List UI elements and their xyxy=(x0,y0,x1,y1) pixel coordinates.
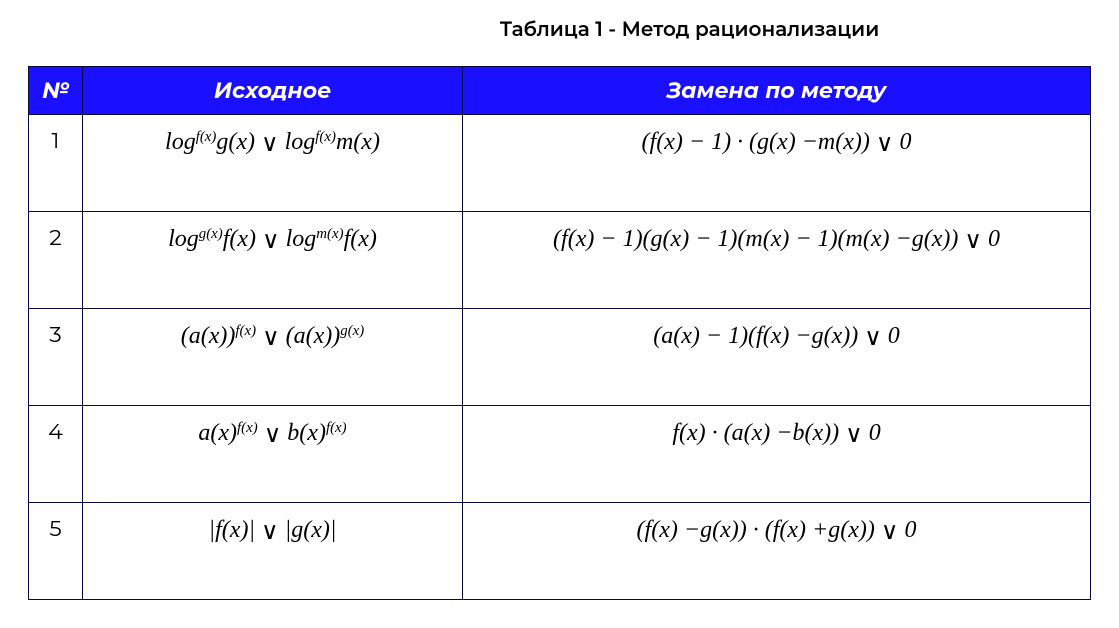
replace-expr: (a(x) − 1)(f(x) − g(x)) ∨ 0 xyxy=(475,313,1078,411)
replace-expr: (f(x) − 1)(g(x) − 1)(m(x) − 1)(m(x) − g(… xyxy=(475,216,1078,314)
col-header-source: Исходное xyxy=(83,67,463,115)
source-expr: |f(x)| ∨ |g(x)| xyxy=(95,507,450,605)
row-number: 5 xyxy=(29,503,83,600)
table-row: 3 (a(x))f(x) ∨ (a(x))g(x) (a(x) − 1)(f(x… xyxy=(29,309,1091,406)
table-body: 1 logf(x)g(x) ∨ logf(x)m(x) (f(x) − 1) ·… xyxy=(29,115,1091,600)
source-cell: (a(x))f(x) ∨ (a(x))g(x) xyxy=(83,309,463,406)
replace-cell: (a(x) − 1)(f(x) − g(x)) ∨ 0 xyxy=(463,309,1091,406)
table-caption: Таблица 1 - Метод рационализации xyxy=(28,18,1091,42)
source-expr: logf(x)g(x) ∨ logf(x)m(x) xyxy=(95,119,450,217)
row-number: 2 xyxy=(29,212,83,309)
replace-expr: (f(x) − 1) · (g(x) − m(x)) ∨ 0 xyxy=(475,119,1078,217)
row-number: 1 xyxy=(29,115,83,212)
table-row: 2 logg(x)f(x) ∨ logm(x)f(x) (f(x) − 1)(g… xyxy=(29,212,1091,309)
source-expr: logg(x)f(x) ∨ logm(x)f(x) xyxy=(95,216,450,314)
table-row: 1 logf(x)g(x) ∨ logf(x)m(x) (f(x) − 1) ·… xyxy=(29,115,1091,212)
source-expr: (a(x))f(x) ∨ (a(x))g(x) xyxy=(95,313,450,411)
replace-cell: f(x) · (a(x) − b(x)) ∨ 0 xyxy=(463,406,1091,503)
replace-expr: f(x) · (a(x) − b(x)) ∨ 0 xyxy=(475,410,1078,508)
col-header-replace: Замена по методу xyxy=(463,67,1091,115)
replace-cell: (f(x) − g(x)) · (f(x) + g(x)) ∨ 0 xyxy=(463,503,1091,600)
col-header-num: № xyxy=(29,67,83,115)
replace-expr: (f(x) − g(x)) · (f(x) + g(x)) ∨ 0 xyxy=(475,507,1078,605)
source-cell: |f(x)| ∨ |g(x)| xyxy=(83,503,463,600)
page: Таблица 1 - Метод рационализации № Исход… xyxy=(0,0,1119,628)
rationalization-table: № Исходное Замена по методу 1 logf(x)g(x… xyxy=(28,66,1091,600)
source-cell: logg(x)f(x) ∨ logm(x)f(x) xyxy=(83,212,463,309)
table-row: 5 |f(x)| ∨ |g(x)| (f(x) − g(x)) · (f(x) … xyxy=(29,503,1091,600)
replace-cell: (f(x) − 1)(g(x) − 1)(m(x) − 1)(m(x) − g(… xyxy=(463,212,1091,309)
table-row: 4 a(x)f(x) ∨ b(x)f(x) f(x) · (a(x) − b(x… xyxy=(29,406,1091,503)
source-cell: logf(x)g(x) ∨ logf(x)m(x) xyxy=(83,115,463,212)
row-number: 3 xyxy=(29,309,83,406)
source-cell: a(x)f(x) ∨ b(x)f(x) xyxy=(83,406,463,503)
row-number: 4 xyxy=(29,406,83,503)
replace-cell: (f(x) − 1) · (g(x) − m(x)) ∨ 0 xyxy=(463,115,1091,212)
source-expr: a(x)f(x) ∨ b(x)f(x) xyxy=(95,410,450,508)
table-header-row: № Исходное Замена по методу xyxy=(29,67,1091,115)
